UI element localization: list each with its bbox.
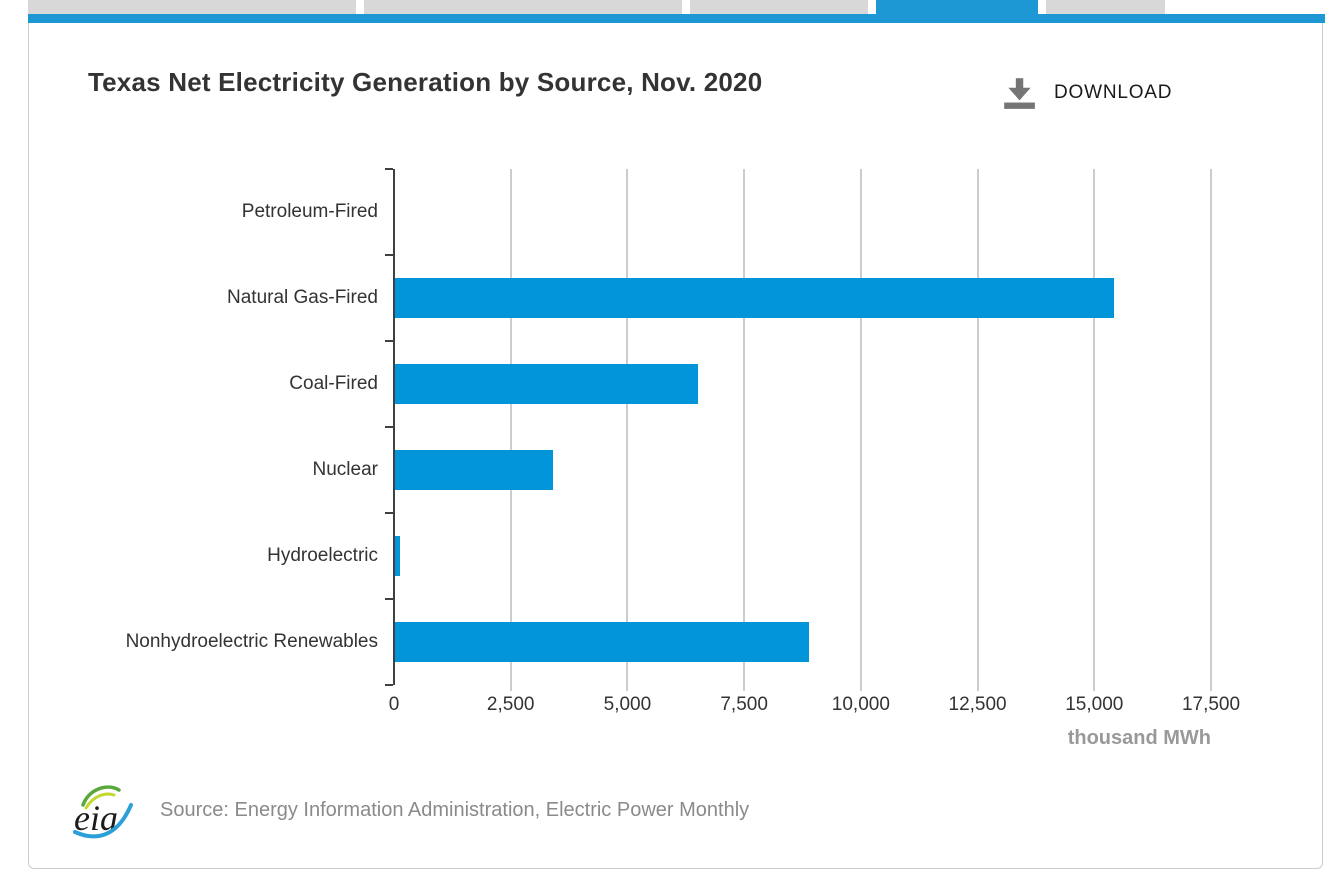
download-button[interactable]: DOWNLOAD bbox=[1001, 75, 1172, 111]
bar-natural-gas-fired bbox=[395, 278, 1114, 318]
x-tick-label-12500: 12,500 bbox=[948, 694, 1007, 715]
y-axis-tick bbox=[385, 340, 393, 342]
eia-logo: eia bbox=[73, 781, 135, 839]
bar-hydroelectric bbox=[395, 536, 400, 576]
category-label-coal-fired: Coal-Fired bbox=[289, 373, 378, 394]
bar-nonhydroelectric-renewables bbox=[395, 622, 810, 662]
tab-2[interactable] bbox=[364, 0, 682, 14]
gridline-7500 bbox=[743, 169, 746, 691]
y-axis-tick bbox=[385, 598, 393, 600]
category-label-natural-gas-fired: Natural Gas-Fired bbox=[227, 287, 378, 308]
gridline-12500 bbox=[976, 169, 979, 691]
gridline-17500 bbox=[1210, 169, 1212, 691]
x-tick-label-0: 0 bbox=[388, 694, 400, 715]
x-tick-label-7500: 7,500 bbox=[720, 694, 768, 715]
tab-1[interactable] bbox=[28, 0, 356, 14]
tab-4-active[interactable] bbox=[876, 0, 1038, 14]
x-tick-label-2500: 2,500 bbox=[486, 694, 535, 715]
y-axis-tick bbox=[385, 684, 393, 686]
bar-chart: Petroleum-Fired Natural Gas-Fired Coal-Fir… bbox=[29, 23, 1322, 783]
download-label: DOWNLOAD bbox=[1054, 82, 1173, 103]
x-axis-unit-label: thousand MWh bbox=[1067, 727, 1211, 749]
y-axis-line bbox=[393, 169, 395, 685]
top-accent-bar bbox=[28, 14, 1325, 23]
gridline-5000 bbox=[626, 169, 629, 691]
source-text: Source: Energy Information Administratio… bbox=[160, 798, 750, 821]
bar-coal-fired bbox=[395, 364, 699, 404]
category-label-petroleum-fired: Petroleum-Fired bbox=[241, 201, 378, 222]
category-label-nonhydroelectric-renewables: Nonhydroelectric Renewables bbox=[125, 631, 378, 652]
gridline-15000 bbox=[1093, 169, 1096, 691]
x-tick-label-5000: 5,000 bbox=[603, 694, 652, 715]
x-tick-label-15000: 15,000 bbox=[1065, 694, 1124, 715]
x-tick-label-17500: 17,500 bbox=[1181, 694, 1241, 715]
y-axis-tick bbox=[385, 254, 393, 256]
chart-footer: eia Source: Energy Information Administr… bbox=[73, 781, 749, 839]
tab-3[interactable] bbox=[690, 0, 868, 14]
y-axis-tick bbox=[385, 426, 393, 428]
x-tick-label-10000: 10,000 bbox=[831, 694, 890, 715]
category-label-nuclear: Nuclear bbox=[312, 459, 378, 480]
chart-title: Texas Net Electricity Generation by Sour… bbox=[88, 67, 763, 97]
gridline-2500 bbox=[509, 169, 512, 691]
bar-nuclear bbox=[395, 450, 554, 490]
gridline-10000 bbox=[859, 169, 862, 691]
download-icon bbox=[1001, 75, 1037, 111]
chart-card: Texas Net Electricity Generation by Sour… bbox=[28, 23, 1323, 869]
category-label-hydroelectric: Hydroelectric bbox=[267, 545, 378, 566]
tab-5[interactable] bbox=[1046, 0, 1165, 14]
y-axis-tick bbox=[385, 168, 393, 170]
y-axis-tick bbox=[385, 512, 393, 514]
